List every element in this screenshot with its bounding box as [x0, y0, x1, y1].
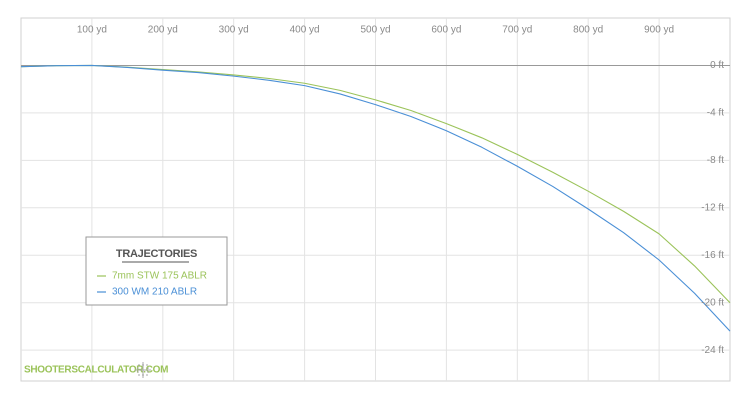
- legend-label: 7mm STW 175 ABLR: [112, 271, 207, 282]
- x-tick-label: 700 yd: [502, 25, 532, 36]
- legend-label: 300 WM 210 ABLR: [112, 287, 197, 298]
- crosshair-icon: [135, 362, 151, 378]
- legend-box: [85, 236, 228, 306]
- y-tick-label: -8 ft: [707, 155, 724, 166]
- lines: [20, 64, 731, 332]
- x-tick-label: 500 yd: [360, 25, 390, 36]
- watermark: SHOOTERSCALCULATOR.COM: [24, 365, 168, 376]
- x-tick-label: 400 yd: [290, 25, 320, 36]
- y-tick-label: -12 ft: [701, 202, 724, 213]
- x-tick-label: 100 yd: [77, 25, 107, 36]
- x-tick-label: 800 yd: [573, 25, 603, 36]
- y-tick-label: -16 ft: [701, 250, 724, 261]
- y-tick-label: -20 ft: [701, 297, 724, 308]
- x-tick-label: 600 yd: [431, 25, 461, 36]
- y-tick-label: -24 ft: [701, 345, 724, 356]
- series-line: [20, 64, 731, 332]
- x-tick-label: 300 yd: [219, 25, 249, 36]
- y-tick-label: 0 ft: [710, 60, 724, 71]
- legend: TRAJECTORIES 7mm STW 175 ABLR 300 WM 210 A…: [85, 236, 228, 306]
- legend-title: TRAJECTORIES: [116, 248, 197, 260]
- y-tick-label: -4 ft: [707, 108, 724, 119]
- x-tick-label: 200 yd: [148, 25, 178, 36]
- x-tick-label: 900 yd: [644, 25, 674, 36]
